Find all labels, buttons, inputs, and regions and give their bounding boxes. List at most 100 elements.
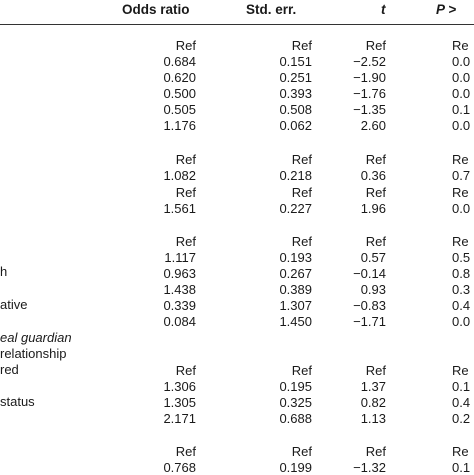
p-cell: 0.0 xyxy=(452,70,471,85)
p-cell: 0.5 xyxy=(452,250,471,265)
std-err-cell: 0.218 xyxy=(279,168,312,183)
std-err-cell: 0.688 xyxy=(279,411,312,426)
p-cell: 0.3 xyxy=(452,282,471,297)
t-cell: 0.36 xyxy=(360,168,386,183)
odds-ratio-cell: Ref xyxy=(175,152,196,167)
std-err-cell: 1.450 xyxy=(279,314,312,329)
std-err-cell: 0.251 xyxy=(279,70,312,85)
row-label: ative xyxy=(0,297,28,312)
std-err-cell: 0.267 xyxy=(279,266,312,281)
std-err-cell: 1.307 xyxy=(279,298,312,313)
header-p: P > xyxy=(436,2,457,17)
p-cell: Re xyxy=(452,38,469,53)
std-err-cell: 0.227 xyxy=(279,201,312,216)
odds-ratio-cell: 0.684 xyxy=(163,54,196,69)
odds-ratio-cell: 1.176 xyxy=(163,118,196,133)
std-err-cell: Ref xyxy=(291,185,312,200)
std-err-cell: Ref xyxy=(291,234,312,249)
std-err-cell: 0.193 xyxy=(279,250,312,265)
t-cell: 0.82 xyxy=(360,395,386,410)
t-cell: −1.35 xyxy=(353,102,386,117)
std-err-cell: 0.393 xyxy=(279,86,312,101)
odds-ratio-cell: 0.500 xyxy=(163,86,196,101)
std-err-cell: 0.325 xyxy=(279,395,312,410)
t-cell: −1.71 xyxy=(353,314,386,329)
odds-ratio-cell: 0.768 xyxy=(163,460,196,475)
row-label: status xyxy=(0,394,35,409)
odds-ratio-cell: 1.438 xyxy=(163,282,196,297)
t-cell: −0.14 xyxy=(353,266,386,281)
p-cell: Re xyxy=(452,185,469,200)
t-cell: Ref xyxy=(365,38,386,53)
odds-ratio-cell: 0.339 xyxy=(163,298,196,313)
t-cell: 0.93 xyxy=(360,282,386,297)
p-cell: Re xyxy=(452,444,469,459)
odds-ratio-cell: 1.561 xyxy=(163,201,196,216)
row-label: red xyxy=(0,362,19,377)
row-label: h xyxy=(0,264,8,279)
p-cell: 0.0 xyxy=(452,54,471,69)
p-cell: 0.1 xyxy=(452,379,471,394)
p-cell: 0.0 xyxy=(452,201,471,216)
t-cell: 0.57 xyxy=(360,250,386,265)
t-cell: −1.90 xyxy=(353,70,386,85)
odds-ratio-cell: 1.306 xyxy=(163,379,196,394)
std-err-cell: 0.508 xyxy=(279,102,312,117)
std-err-cell: 0.062 xyxy=(279,118,312,133)
p-cell: 0.4 xyxy=(452,298,471,313)
odds-ratio-cell: 1.305 xyxy=(163,395,196,410)
std-err-cell: 0.195 xyxy=(279,379,312,394)
t-cell: Ref xyxy=(365,234,386,249)
odds-ratio-cell: Ref xyxy=(175,234,196,249)
odds-ratio-cell: 1.117 xyxy=(164,250,196,265)
p-cell: 0.8 xyxy=(452,266,471,281)
p-cell: Re xyxy=(452,363,469,378)
header-std-err: Std. err. xyxy=(246,2,297,17)
p-cell: 0.0 xyxy=(452,118,471,133)
p-cell: 0.7 xyxy=(452,168,471,183)
header-odds-ratio: Odds ratio xyxy=(122,2,190,17)
t-cell: −2.52 xyxy=(353,54,386,69)
t-cell: 1.37 xyxy=(360,379,386,394)
p-cell: 0.0 xyxy=(452,314,471,329)
t-cell: 1.96 xyxy=(360,201,386,216)
odds-ratio-cell: Ref xyxy=(175,185,196,200)
t-cell: 1.13 xyxy=(360,411,386,426)
p-cell: Re xyxy=(452,234,469,249)
odds-ratio-cell: 0.963 xyxy=(163,266,196,281)
std-err-cell: Ref xyxy=(291,363,312,378)
header-rule xyxy=(0,24,474,25)
odds-ratio-cell: 0.505 xyxy=(163,102,196,117)
t-cell: Ref xyxy=(365,152,386,167)
odds-ratio-cell: 2.171 xyxy=(163,411,196,426)
t-cell: −1.76 xyxy=(353,86,386,101)
odds-ratio-cell: 1.082 xyxy=(163,168,196,183)
p-cell: 0.1 xyxy=(452,102,471,117)
row-label: relationship xyxy=(0,346,67,361)
p-cell: 0.1 xyxy=(452,460,471,475)
std-err-cell: Ref xyxy=(291,152,312,167)
t-cell: Ref xyxy=(365,363,386,378)
t-cell: Ref xyxy=(365,185,386,200)
odds-ratio-cell: 0.084 xyxy=(163,314,196,329)
p-cell: 0.2 xyxy=(452,411,471,426)
p-cell: 0.0 xyxy=(452,86,471,101)
p-cell: Re xyxy=(452,152,469,167)
row-label: eal guardian xyxy=(0,330,72,345)
odds-ratio-cell: 0.620 xyxy=(163,70,196,85)
std-err-cell: 0.199 xyxy=(279,460,312,475)
p-cell: 0.4 xyxy=(452,395,471,410)
odds-ratio-cell: Ref xyxy=(175,38,196,53)
t-cell: 2.60 xyxy=(360,118,386,133)
odds-ratio-cell: Ref xyxy=(175,444,196,459)
t-cell: −0.83 xyxy=(353,298,386,313)
t-cell: Ref xyxy=(365,444,386,459)
odds-ratio-cell: Ref xyxy=(175,363,196,378)
header-t: t xyxy=(381,2,386,17)
std-err-cell: 0.389 xyxy=(279,282,312,297)
std-err-cell: Ref xyxy=(291,444,312,459)
std-err-cell: Ref xyxy=(291,38,312,53)
std-err-cell: 0.151 xyxy=(279,54,312,69)
t-cell: −1.32 xyxy=(353,460,386,475)
